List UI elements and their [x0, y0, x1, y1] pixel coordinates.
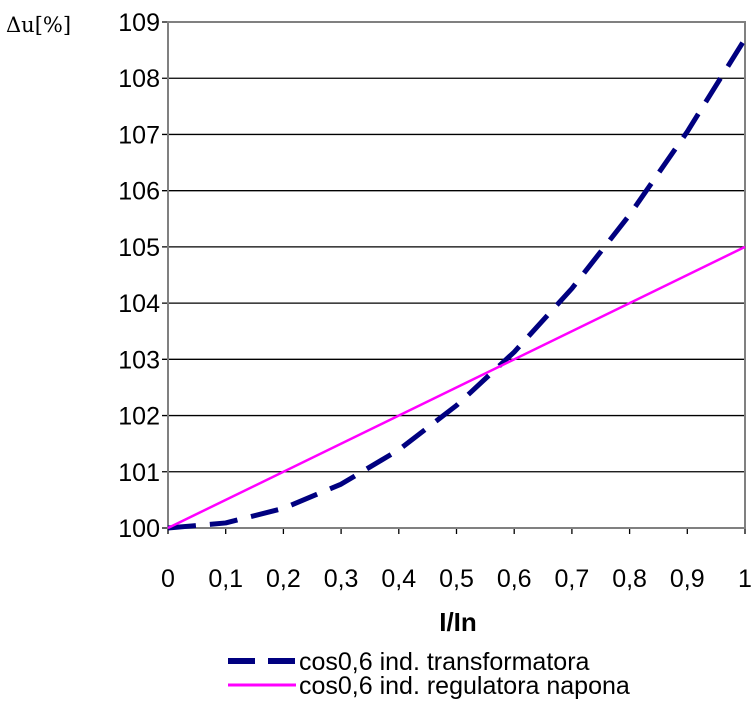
x-axis-label: I/In: [439, 607, 477, 637]
legend-label-regulatora: cos0,6 ind. regulatora napona: [299, 672, 630, 700]
y-tick-label: 101: [118, 459, 160, 487]
x-tick-labels: 0 0,1 0,2 0,3 0,4 0,5 0,6 0,7 0,8 0,9 1: [161, 565, 752, 593]
x-tick-label: 0,4: [381, 565, 416, 593]
y-tick-label: 106: [118, 178, 160, 206]
series-line-1: [167, 245, 746, 530]
x-tick-label: 1: [738, 565, 752, 593]
legend-label-transformatora: cos0,6 ind. transformatora: [299, 648, 590, 676]
series-line-0: [167, 37, 748, 531]
x-tick-label: 0,7: [555, 565, 590, 593]
legend: cos0,6 ind. transformatora cos0,6 ind. r…: [228, 648, 630, 700]
x-tick-label: 0,6: [497, 565, 532, 593]
x-tick-label: 0,1: [208, 565, 243, 593]
x-tick-label: 0,5: [439, 565, 474, 593]
x-tick-label: 0,2: [266, 565, 301, 593]
x-tick-label: 0,3: [324, 565, 359, 593]
y-tick-label: 100: [118, 515, 160, 543]
y-tick-label: 105: [118, 234, 160, 262]
series-layer: [167, 37, 748, 531]
y-tick-label: 109: [118, 9, 160, 37]
y-tick-label: 102: [118, 403, 160, 431]
y-tick-label: 107: [118, 121, 160, 149]
y-tick-label: 108: [118, 65, 160, 93]
plot-area: [167, 21, 746, 529]
grid: [162, 21, 746, 534]
x-tick-label: 0: [161, 565, 175, 593]
y-axis-label: Δu[%]: [6, 13, 71, 37]
x-tick-label: 0,8: [612, 565, 647, 593]
y-tick-label: 104: [118, 290, 160, 318]
y-tick-label: 103: [118, 346, 160, 374]
y-tick-labels: 100 101 102 103 104 105 106 107 108 109: [118, 9, 160, 543]
x-tick-label: 0,9: [670, 565, 705, 593]
